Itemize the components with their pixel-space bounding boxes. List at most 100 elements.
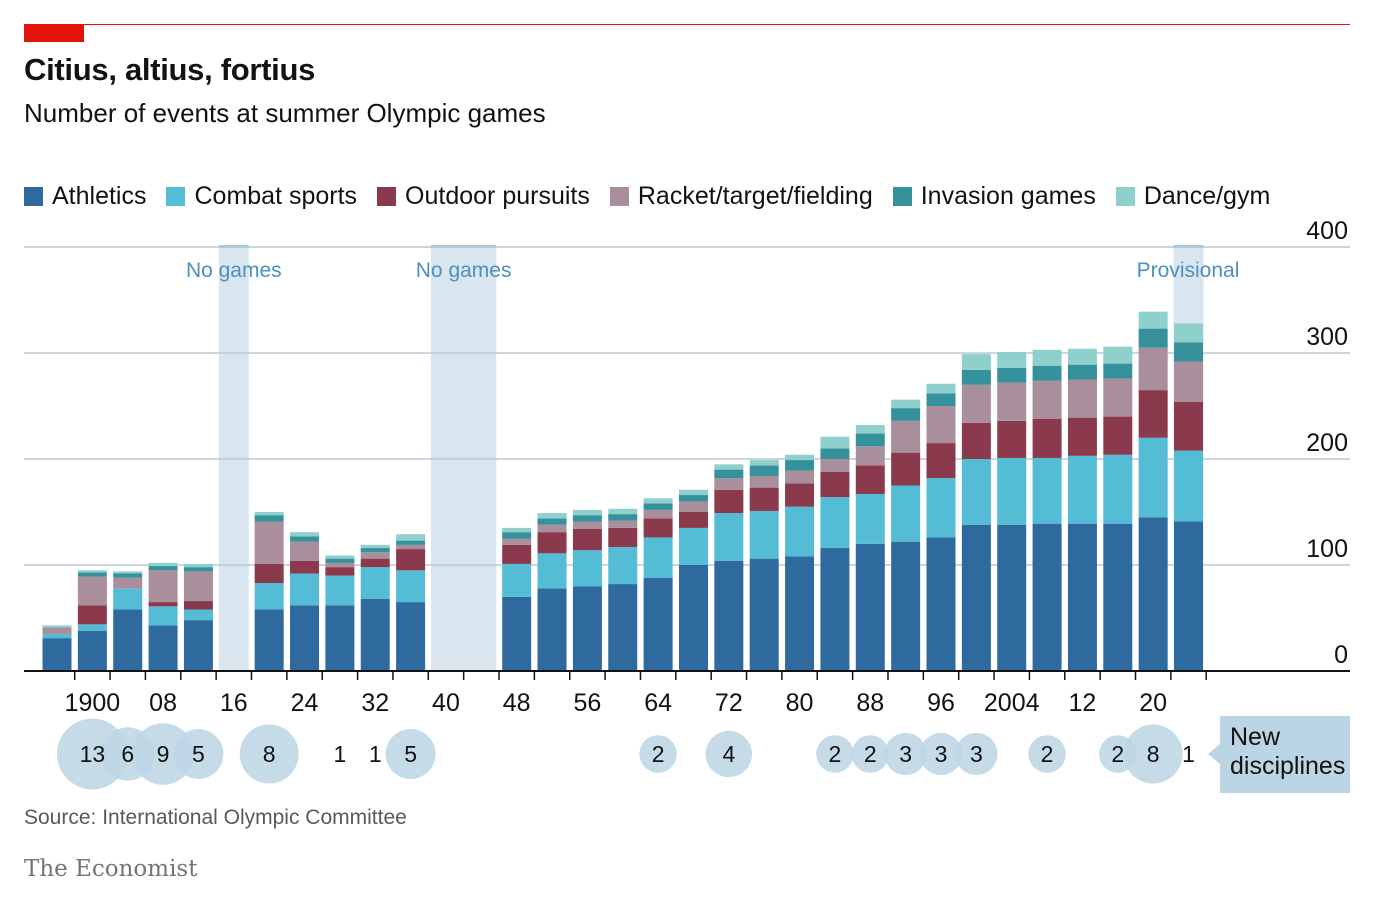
- bar-segment: [678, 527, 708, 565]
- bar-segment: [42, 638, 72, 671]
- bar-segment: [148, 562, 178, 567]
- bar-segment: [1174, 342, 1204, 362]
- bar-segment: [254, 521, 284, 564]
- bar-segment: [183, 609, 213, 621]
- bar-segment: [785, 556, 815, 671]
- bar-segment: [396, 549, 426, 571]
- bar-segment: [183, 567, 213, 572]
- bar-segment: [678, 501, 708, 512]
- bar-segment: [855, 446, 885, 466]
- bar-segment: [608, 527, 638, 547]
- bar-segment: [608, 514, 638, 521]
- bar-segment: [1067, 417, 1097, 456]
- bar-segment: [1067, 379, 1097, 418]
- bar-segment: [572, 550, 602, 587]
- bar-segment: [961, 384, 991, 423]
- bar-segment: [997, 457, 1027, 525]
- bar-segment: [183, 601, 213, 610]
- new-disciplines-bubble: [955, 732, 998, 776]
- bar-segment: [891, 420, 921, 453]
- bar-segment: [325, 555, 355, 559]
- bar-segment: [42, 633, 72, 639]
- no-games-label: No games: [416, 259, 512, 282]
- bar-segment: [290, 536, 320, 542]
- bar-segment: [1174, 450, 1204, 522]
- bar-segment: [396, 544, 426, 550]
- bar-segment: [1067, 455, 1097, 524]
- bar-segment: [537, 513, 567, 519]
- bar-segment: [785, 454, 815, 461]
- bar-segment: [678, 512, 708, 528]
- bar-segment: [1032, 380, 1062, 419]
- y-tick-label: 400: [1306, 217, 1348, 245]
- y-tick-label: 200: [1306, 429, 1348, 457]
- bar-segment: [891, 452, 921, 486]
- chart-subtitle: Number of events at summer Olympic games: [24, 98, 546, 128]
- bar-segment: [678, 565, 708, 671]
- bar-segment: [1032, 418, 1062, 458]
- new-disciplines-label: disciplines: [1230, 752, 1345, 780]
- bar-segment: [608, 508, 638, 515]
- no-games-band-1916: [218, 245, 249, 671]
- new-disciplines-value: 2: [1111, 741, 1124, 767]
- legend-label-combat-sports: Combat sports: [194, 182, 358, 210]
- x-tick-label: 16: [220, 689, 248, 717]
- new-disciplines-value: 3: [899, 741, 912, 767]
- bar-segment: [961, 459, 991, 525]
- bar-segment: [290, 532, 320, 537]
- no-games-band-1940: [430, 245, 497, 671]
- bar-segment: [1032, 523, 1062, 671]
- bar-segment: [678, 489, 708, 496]
- y-tick-label: 100: [1306, 535, 1348, 563]
- x-tick-label: 12: [1069, 689, 1097, 717]
- x-tick-label: 1900: [65, 689, 121, 717]
- bar-segment: [572, 586, 602, 671]
- bar-segment: [572, 515, 602, 522]
- bar-segment: [1174, 323, 1204, 343]
- bar-segment: [360, 544, 390, 549]
- new-disciplines-callout: [1208, 716, 1350, 793]
- new-disciplines-label: New: [1230, 723, 1281, 751]
- bar-segment: [608, 520, 638, 528]
- bar-segment: [855, 465, 885, 494]
- bar-segment: [891, 541, 921, 671]
- bar-segment: [502, 527, 532, 533]
- legend-swatch-dance-gym: [1115, 187, 1135, 206]
- bar-segment: [643, 509, 673, 519]
- bar-segment: [290, 605, 320, 671]
- new-disciplines-value: 2: [864, 741, 877, 767]
- x-tick-label: 72: [715, 689, 743, 717]
- no-games-label: No games: [186, 259, 282, 282]
- bar-segment: [42, 625, 72, 628]
- bar-segment: [820, 548, 850, 671]
- x-tick-label: 64: [644, 689, 672, 717]
- new-disciplines-value: 2: [652, 741, 665, 767]
- new-disciplines-value: 1: [333, 741, 346, 767]
- bar-segment: [1032, 349, 1062, 366]
- bar-segment: [926, 406, 956, 444]
- bar-segment: [1174, 401, 1204, 451]
- bar-segment: [714, 513, 744, 561]
- bar-segment: [926, 537, 956, 671]
- x-tick-label: 56: [573, 689, 601, 717]
- brand-red-tab: [24, 24, 84, 42]
- bar-segment: [997, 382, 1027, 421]
- bar-segment: [77, 572, 107, 577]
- new-disciplines-value: 6: [121, 741, 134, 767]
- source-note: Source: International Olympic Committee: [24, 806, 407, 829]
- bar-segment: [643, 577, 673, 671]
- bar-segment: [254, 512, 284, 516]
- new-disciplines-bubble: [639, 735, 677, 773]
- bar-segment: [396, 540, 426, 545]
- bar-segment: [891, 408, 921, 421]
- bar-segment: [396, 602, 426, 671]
- bar-segment: [1103, 523, 1133, 671]
- bar-segment: [749, 460, 779, 466]
- bar-segment: [1103, 416, 1133, 455]
- bar-segment: [572, 521, 602, 529]
- bar-segment: [749, 487, 779, 511]
- bar-segment: [749, 475, 779, 488]
- bar-segment: [749, 510, 779, 559]
- bar-segment: [325, 605, 355, 671]
- x-tick-label: 88: [856, 689, 884, 717]
